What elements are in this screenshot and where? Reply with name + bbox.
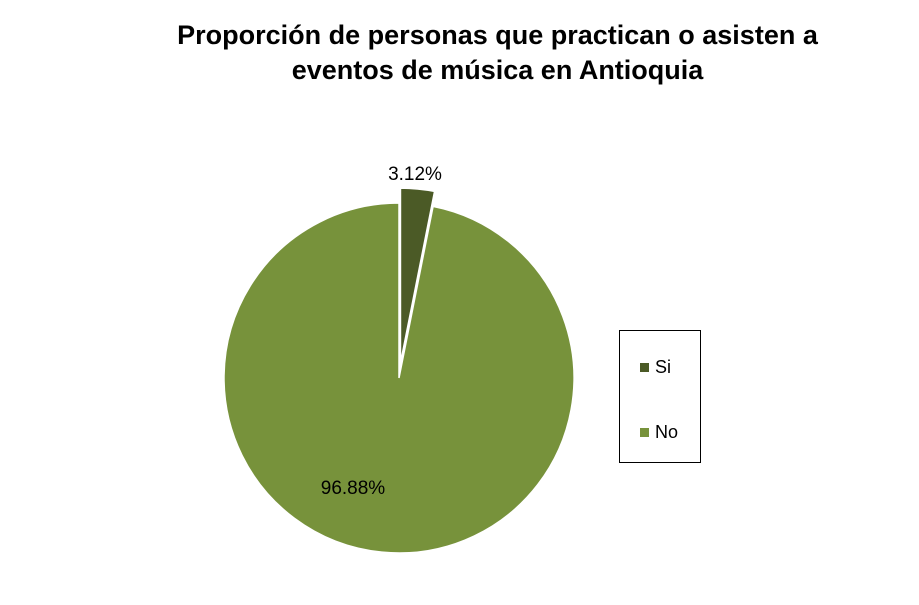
chart-title-line-2: eventos de música en Antioquia <box>291 55 704 85</box>
pie-slice-no <box>223 202 575 554</box>
legend-item-si: Si <box>640 357 671 377</box>
legend-item-no: No <box>640 422 678 442</box>
chart-title: Proporción de personas que practican o a… <box>110 18 885 88</box>
chart-title-line-1: Proporción de personas que practican o a… <box>177 20 818 50</box>
pie-slice-si <box>399 187 436 364</box>
legend-label-si: Si <box>655 356 672 377</box>
legend: Si No <box>619 330 701 463</box>
legend-label-no: No <box>655 421 679 442</box>
data-label-si: 3.12% <box>388 164 442 185</box>
legend-swatch-no <box>640 427 649 437</box>
legend-swatch-si <box>640 362 649 372</box>
data-label-no: 96.88% <box>321 478 386 499</box>
